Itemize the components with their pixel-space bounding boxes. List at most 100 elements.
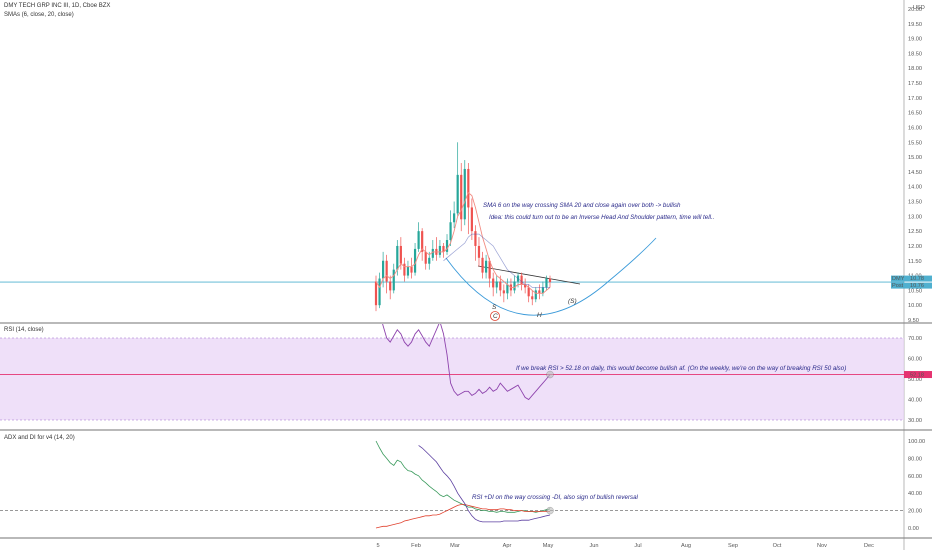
- time-tick-label: Feb: [411, 543, 421, 549]
- c-marker-label: C: [493, 313, 498, 320]
- symbol-tag-label: DMYI: [892, 276, 906, 282]
- sma6-line: [375, 191, 551, 294]
- price-tick-label: 18.00: [908, 66, 922, 72]
- price-tick-label: 9.50: [908, 318, 919, 324]
- rsi-tick-label: 60.00: [908, 357, 922, 363]
- symbol-tag: [891, 275, 904, 282]
- candle-body: [463, 168, 466, 220]
- candle-body: [527, 287, 530, 297]
- adx-tick-label: 40.00: [908, 491, 922, 497]
- price-tick-label: 11.50: [908, 259, 922, 265]
- candle-body: [538, 290, 541, 294]
- ihs-idea-annotation: Idea: this could turn out to be an Inver…: [489, 214, 714, 221]
- time-tick-label: Mar: [450, 543, 460, 549]
- candle-body: [548, 278, 552, 283]
- time-tick-label: Jul: [634, 543, 641, 549]
- candle-body: [541, 287, 544, 294]
- price-tick-label: 12.00: [908, 244, 922, 250]
- post-price-label: 10.76: [910, 283, 924, 289]
- candle-body: [453, 213, 456, 223]
- price-tick-label: 10.00: [908, 303, 922, 309]
- sma-cross-annotation: SMA 6 on the way crossing SMA 20 and clo…: [483, 202, 681, 209]
- candle-body: [513, 281, 516, 291]
- time-tick-label: 5: [376, 543, 379, 549]
- candle-body: [392, 269, 395, 291]
- adx-tick-label: 80.00: [908, 456, 922, 462]
- candle-body: [467, 168, 470, 208]
- rsi-current-label: 52.18: [910, 373, 924, 379]
- time-tick-label: Sep: [728, 543, 738, 549]
- candle-body: [442, 245, 445, 252]
- candle-body: [406, 266, 410, 276]
- price-tick-label: 13.50: [908, 200, 922, 206]
- time-tick-label: Aug: [681, 543, 691, 549]
- sma20-line: [443, 233, 550, 288]
- last-price-tag: [904, 275, 932, 282]
- head-label: H: [537, 312, 542, 319]
- rsi-tick-label: 50.00: [908, 377, 922, 383]
- adx-series-adx: [418, 445, 551, 523]
- candle-body: [545, 278, 548, 288]
- time-tick-label: Jun: [589, 543, 598, 549]
- adx-title: ADX and DI for v4 (14, 20): [4, 435, 75, 441]
- price-tick-label: 12.50: [908, 229, 922, 235]
- candle-body: [417, 231, 420, 249]
- rsi-current-tag: [904, 371, 932, 379]
- rsi-tick-label: 40.00: [908, 398, 922, 404]
- candle-body: [431, 248, 434, 258]
- candle-body: [385, 260, 388, 282]
- candle-body: [421, 231, 424, 252]
- post-tag: [891, 282, 904, 289]
- candle-body: [488, 260, 491, 279]
- candle-body: [389, 281, 392, 291]
- neckline-trendline: [477, 265, 581, 285]
- rsi-current-marker: [546, 370, 554, 379]
- post-tag-label: Post: [892, 283, 904, 289]
- main-title: DMY TECH GRP INC III, 1D, Cboe BZX: [4, 3, 111, 9]
- candle-body: [492, 278, 495, 288]
- post-price-tag: [904, 282, 932, 289]
- adx-tick-label: 20.00: [908, 509, 922, 515]
- candle-body: [499, 281, 502, 291]
- price-tick-label: 14.00: [908, 185, 922, 191]
- candle-body: [460, 174, 463, 220]
- price-tick-label: 16.00: [908, 125, 922, 131]
- rsi-line: [382, 324, 551, 401]
- last-price-label: 10.78: [910, 276, 924, 282]
- time-tick-label: Nov: [817, 543, 827, 549]
- rsi-title: RSI (14, close): [4, 327, 44, 333]
- candle-body: [477, 245, 481, 258]
- candle-body: [484, 260, 488, 273]
- price-tick-label: 15.00: [908, 155, 922, 161]
- candle-body: [413, 248, 417, 273]
- adx-tick-label: 0.00: [908, 526, 919, 532]
- price-tick-label: 17.50: [908, 81, 922, 87]
- candle-body: [456, 174, 459, 214]
- adx-tick-label: 100.00: [908, 439, 925, 445]
- candle-body: [481, 257, 484, 273]
- pattern-curve: [445, 237, 657, 316]
- candle-body: [524, 284, 527, 288]
- currency-label: USD: [913, 5, 925, 11]
- rsi-annotation: If we break RSI > 52.18 on daily, this w…: [516, 365, 846, 372]
- left-shoulder-label: S: [492, 304, 497, 311]
- sma-legend: SMAs (6, close, 20, close): [4, 12, 74, 18]
- candle-body: [449, 222, 452, 241]
- candle-body: [378, 278, 381, 306]
- candle-body: [403, 263, 406, 276]
- candle-body: [438, 245, 442, 255]
- candle-body: [520, 275, 523, 285]
- candle-body: [495, 281, 498, 288]
- c-marker-circle: [490, 311, 500, 321]
- rsi-tick-label: 30.00: [908, 418, 922, 424]
- price-tick-label: 16.50: [908, 111, 922, 117]
- adx-tick-label: 60.00: [908, 474, 922, 480]
- right-shoulder-label: (S): [568, 298, 577, 305]
- price-tick-label: 17.00: [908, 96, 922, 102]
- adx-current-marker: [546, 506, 554, 515]
- price-tick-label: 19.50: [908, 22, 922, 28]
- candle-body: [534, 290, 537, 300]
- price-tick-label: 18.50: [908, 51, 922, 57]
